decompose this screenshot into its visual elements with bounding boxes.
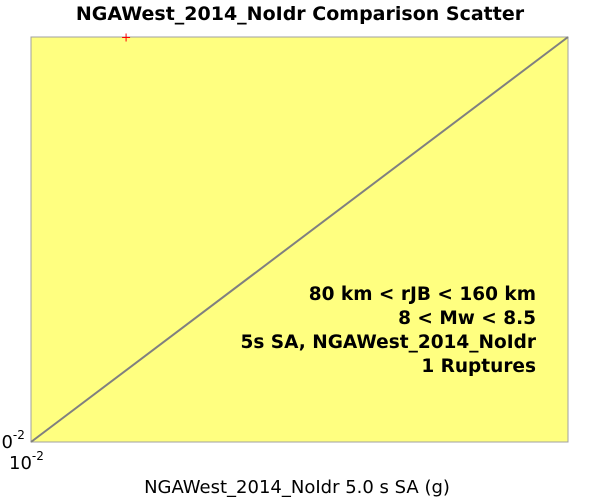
annotation-block: 80 km < rJB < 160 km 8 < Mw < 8.5 5s SA,… <box>240 284 536 377</box>
x-axis-ticks: 10 -2 <box>9 449 44 474</box>
annotation-ruptures: 1 Ruptures <box>421 356 536 377</box>
x-tick-label-0-exponent: -2 <box>32 449 44 463</box>
annotation-magnitude: 8 < Mw < 8.5 <box>398 308 536 329</box>
identity-line <box>30 36 569 443</box>
y-tick-label-0-base: 10 <box>0 432 13 453</box>
annotation-distance: 80 km < rJB < 160 km <box>309 284 536 305</box>
annotation-period: 5s SA, NGAWest_2014_NoIdr <box>240 332 536 353</box>
x-axis-label: NGAWest_2014_NoIdr 5.0 s SA (g) <box>144 477 450 498</box>
data-points <box>122 33 131 42</box>
chart-title: NGAWest_2014_NoIdr Comparison Scatter <box>76 3 525 25</box>
x-tick-label-0-base: 10 <box>9 453 32 474</box>
y-tick-label-0-exponent: -2 <box>13 428 25 442</box>
y-axis-ticks: 10-2 <box>0 428 25 453</box>
data-point-0-0 <box>122 33 131 42</box>
